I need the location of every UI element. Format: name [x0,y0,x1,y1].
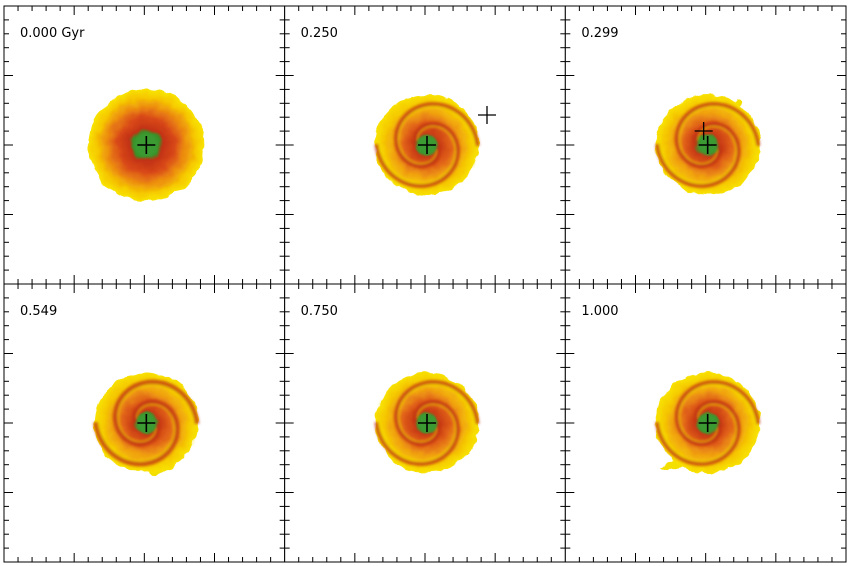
spiral-arms [655,380,761,466]
panel-ticks [284,284,566,562]
center-marker-icon [137,414,156,432]
panel-6: 1.000 [564,283,847,563]
center-marker-icon [137,136,156,154]
panel-time-label: 1.000 [581,304,618,319]
spiral-arms [374,380,480,466]
panel-2: 0.250 [284,5,566,285]
panel-1: 0.000 Gyr [3,5,286,285]
center-marker-icon [698,136,717,154]
panel-ticks [284,6,566,284]
panel-ticks [565,6,846,284]
center-marker-icon [698,414,717,432]
panel-4: 0.549 [3,283,286,563]
center-marker-icon [418,414,436,432]
panel-time-label: 0.549 [20,304,57,319]
panel-ticks [4,6,285,284]
spiral-arms [93,379,200,467]
panel-time-label: 0.000 Gyr [20,26,85,41]
companion-marker-icon [478,106,496,124]
panel-ticks [4,284,285,562]
panel-ticks [565,284,846,562]
companion-marker-icon [694,122,713,140]
panel-5: 0.750 [284,283,566,563]
panel-3: 0.299 [564,5,847,285]
spiral-arms [374,102,480,188]
center-marker-icon [418,136,436,154]
panel-time-label: 0.299 [581,26,618,41]
panel-time-label: 0.250 [301,26,338,41]
panel-time-label: 0.750 [301,304,338,319]
